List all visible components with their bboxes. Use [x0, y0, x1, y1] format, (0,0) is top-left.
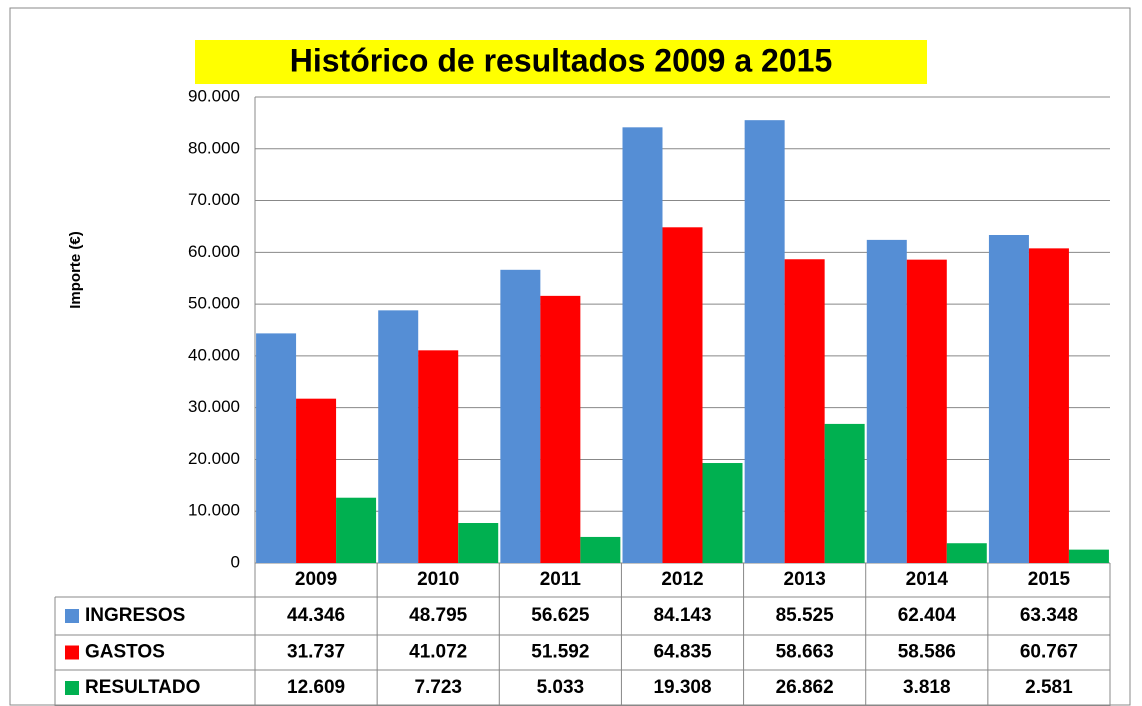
- bar: [784, 259, 825, 563]
- x-tick-label: 2012: [661, 569, 703, 590]
- y-tick-label: 40.000: [188, 345, 240, 364]
- table-value: 63.348: [1020, 605, 1078, 626]
- bar: [866, 239, 907, 563]
- bar: [336, 497, 377, 563]
- bar: [744, 120, 785, 563]
- bar: [988, 234, 1029, 563]
- table-value: 64.835: [653, 642, 712, 663]
- legend-key: [65, 681, 79, 695]
- y-tick-label: 50.000: [188, 294, 240, 313]
- table-value: 3.818: [903, 677, 951, 698]
- table-value: 7.723: [414, 677, 462, 698]
- x-tick-label: 2015: [1028, 569, 1071, 590]
- table-value: 2.581: [1025, 677, 1073, 698]
- legend-label: GASTOS: [85, 642, 165, 663]
- table-value: 12.609: [287, 677, 345, 698]
- bar: [1028, 248, 1069, 563]
- bar: [1068, 549, 1109, 563]
- table-value: 56.625: [531, 605, 590, 626]
- table-value: 44.346: [287, 605, 345, 626]
- table-value: 19.308: [653, 677, 711, 698]
- bar: [906, 259, 947, 563]
- x-tick-label: 2009: [295, 569, 337, 590]
- y-axis-label: Importe (€): [67, 231, 84, 309]
- y-tick-label: 90.000: [188, 86, 240, 105]
- y-tick-label: 80.000: [188, 138, 240, 157]
- table-value: 60.767: [1020, 642, 1078, 663]
- legend-label: INGRESOS: [85, 605, 185, 626]
- bar: [946, 543, 987, 563]
- bar: [540, 295, 581, 563]
- table-value: 31.737: [287, 642, 345, 663]
- x-tick-label: 2010: [417, 569, 459, 590]
- x-tick-label: 2011: [540, 569, 582, 590]
- title-background: [195, 40, 927, 84]
- bar: [256, 333, 297, 563]
- bar: [580, 536, 621, 563]
- y-tick-label: 70.000: [188, 190, 240, 209]
- bar: [622, 127, 663, 564]
- table-value: 84.143: [653, 605, 711, 626]
- table-value: 48.795: [409, 605, 468, 626]
- legend-key: [65, 609, 79, 623]
- table-value: 26.862: [776, 677, 834, 698]
- y-tick-label: 10.000: [188, 501, 240, 520]
- bar: [500, 269, 541, 563]
- y-tick-label: 20.000: [188, 449, 240, 468]
- table-value: 51.592: [531, 642, 589, 663]
- legend-label: RESULTADO: [85, 677, 200, 698]
- table-value: 85.525: [776, 605, 835, 626]
- table-value: 41.072: [409, 642, 467, 663]
- legend-key: [65, 645, 79, 660]
- table-value: 5.033: [537, 677, 585, 698]
- bar: [662, 227, 703, 564]
- bar: [378, 310, 419, 563]
- chart-title: Histórico de resultados 2009 a 2015: [290, 42, 832, 78]
- y-tick-label: 0: [231, 552, 240, 571]
- table-value: 62.404: [898, 605, 957, 626]
- table-value: 58.663: [776, 642, 834, 663]
- bar: [702, 463, 743, 563]
- bar: [296, 398, 337, 563]
- table-value: 58.586: [898, 642, 956, 663]
- x-tick-label: 2014: [906, 569, 949, 590]
- y-tick-label: 30.000: [188, 397, 240, 416]
- bar: [824, 423, 865, 563]
- x-tick-label: 2013: [784, 569, 826, 590]
- y-tick-label: 60.000: [188, 242, 240, 261]
- bar: [458, 523, 499, 563]
- bar: [418, 350, 459, 563]
